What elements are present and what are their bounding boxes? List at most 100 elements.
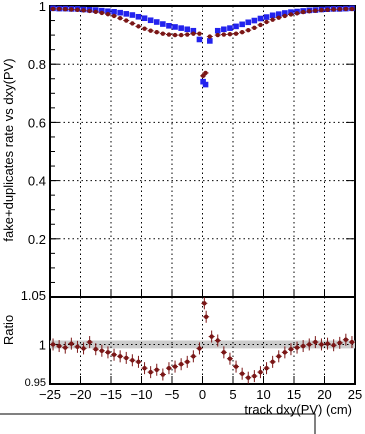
ratio-point (111, 352, 117, 357)
main-point-red (69, 7, 74, 12)
main-point-red (111, 13, 117, 19)
ratio-point (81, 346, 86, 351)
x-tick-label: −15 (100, 387, 122, 402)
ratio-point (264, 365, 269, 371)
main-point-blue (160, 21, 166, 27)
main-point-red (300, 9, 306, 15)
ratio-point (148, 369, 153, 375)
ratio-plot-points (50, 297, 355, 384)
ratio-point (282, 350, 288, 355)
main-point-blue (245, 19, 252, 26)
main-point-blue (214, 27, 221, 34)
ratio-point (142, 365, 147, 371)
main-plot-y-ticks: 0.2 0.4 0.6 0.8 1 (28, 0, 355, 283)
ratio-point (209, 334, 214, 339)
main-point-red (337, 7, 342, 12)
main-point-red (191, 31, 196, 36)
main-point-red (117, 16, 123, 21)
ratio-point (50, 342, 56, 347)
main-point-red (148, 28, 153, 33)
main-point-red (172, 32, 178, 38)
main-point-blue (129, 12, 136, 18)
ratio-point (93, 347, 98, 352)
main-point-blue (275, 11, 282, 17)
main-point-blue (221, 26, 227, 33)
x-tick-label: 0 (199, 387, 206, 402)
main-point-blue (239, 21, 245, 28)
ratio-point (319, 342, 324, 347)
ratio-point (239, 371, 245, 376)
ratio-point (172, 364, 178, 369)
main-point-blue (233, 23, 239, 30)
main-point-blue (251, 17, 258, 24)
ratio-point (300, 343, 306, 349)
main-point-red (166, 32, 172, 37)
main-point-red (258, 22, 263, 28)
x-tick-label: −5 (165, 387, 180, 402)
main-point-blue (135, 13, 142, 20)
ratio-point (56, 343, 62, 349)
main-point-red (203, 70, 208, 76)
main-point-blue (147, 17, 154, 24)
main-point-red (276, 15, 281, 20)
main-point-red (233, 31, 239, 36)
main-point-blue (105, 8, 111, 15)
ratio-y-tick-label: 1 (39, 337, 46, 352)
x-tick-label: 5 (229, 387, 236, 402)
main-y-axis-label: fake+duplicates rate vs dxy(PV) (1, 58, 16, 241)
main-point-red (246, 27, 251, 33)
main-point-red (288, 12, 294, 17)
ratio-point (215, 338, 220, 343)
main-point-red (93, 9, 98, 15)
main-point-red (160, 31, 166, 36)
ratio-point (227, 356, 233, 361)
main-y-tick-label: 0.4 (28, 174, 46, 189)
ratio-point (87, 339, 92, 345)
main-point-red (227, 32, 233, 37)
x-tick-label: 10 (256, 387, 270, 402)
main-point-blue (111, 9, 117, 15)
main-point-blue (190, 27, 197, 34)
ratio-point (270, 359, 275, 365)
main-point-red (136, 24, 141, 29)
main-point-red (239, 29, 245, 35)
ratio-point (75, 344, 80, 350)
main-y-tick-label: 0.2 (28, 232, 46, 247)
ratio-plot-grid (50, 297, 355, 384)
main-point-blue (288, 9, 294, 15)
ratio-point (349, 339, 355, 345)
ratio-point (130, 358, 135, 363)
ratio-band (50, 340, 355, 349)
ratio-uncertainty-band (50, 340, 355, 349)
ratio-point (276, 354, 281, 359)
x-axis-label: track dxy(PV) (cm) (244, 402, 352, 417)
main-point-red (343, 6, 349, 12)
main-point-blue (99, 7, 105, 14)
ratio-point (325, 341, 330, 346)
x-tick-label: −25 (39, 387, 61, 402)
ratio-point (136, 359, 141, 365)
main-point-red (307, 9, 312, 14)
main-point-blue (207, 38, 213, 44)
ratio-point (185, 359, 190, 365)
ratio-point (203, 314, 209, 319)
ratio-point (331, 343, 336, 348)
main-point-blue (227, 25, 233, 31)
main-point-red (185, 32, 190, 37)
ratio-point (258, 369, 263, 375)
ratio-y-axis-label: Ratio (1, 315, 16, 345)
main-point-red (325, 7, 330, 12)
main-point-red (252, 25, 257, 31)
main-point-red (99, 10, 105, 16)
x-tick-label: −20 (69, 387, 91, 402)
main-y-tick-label: 0.6 (28, 115, 46, 130)
x-tick-label: −10 (130, 387, 152, 402)
main-point-blue (269, 12, 276, 19)
ratio-point (202, 301, 207, 306)
main-point-red (87, 8, 92, 14)
main-y-tick-label: 1 (39, 0, 46, 14)
main-point-red (81, 8, 86, 13)
main-point-blue (166, 22, 172, 29)
ratio-point (63, 345, 68, 350)
